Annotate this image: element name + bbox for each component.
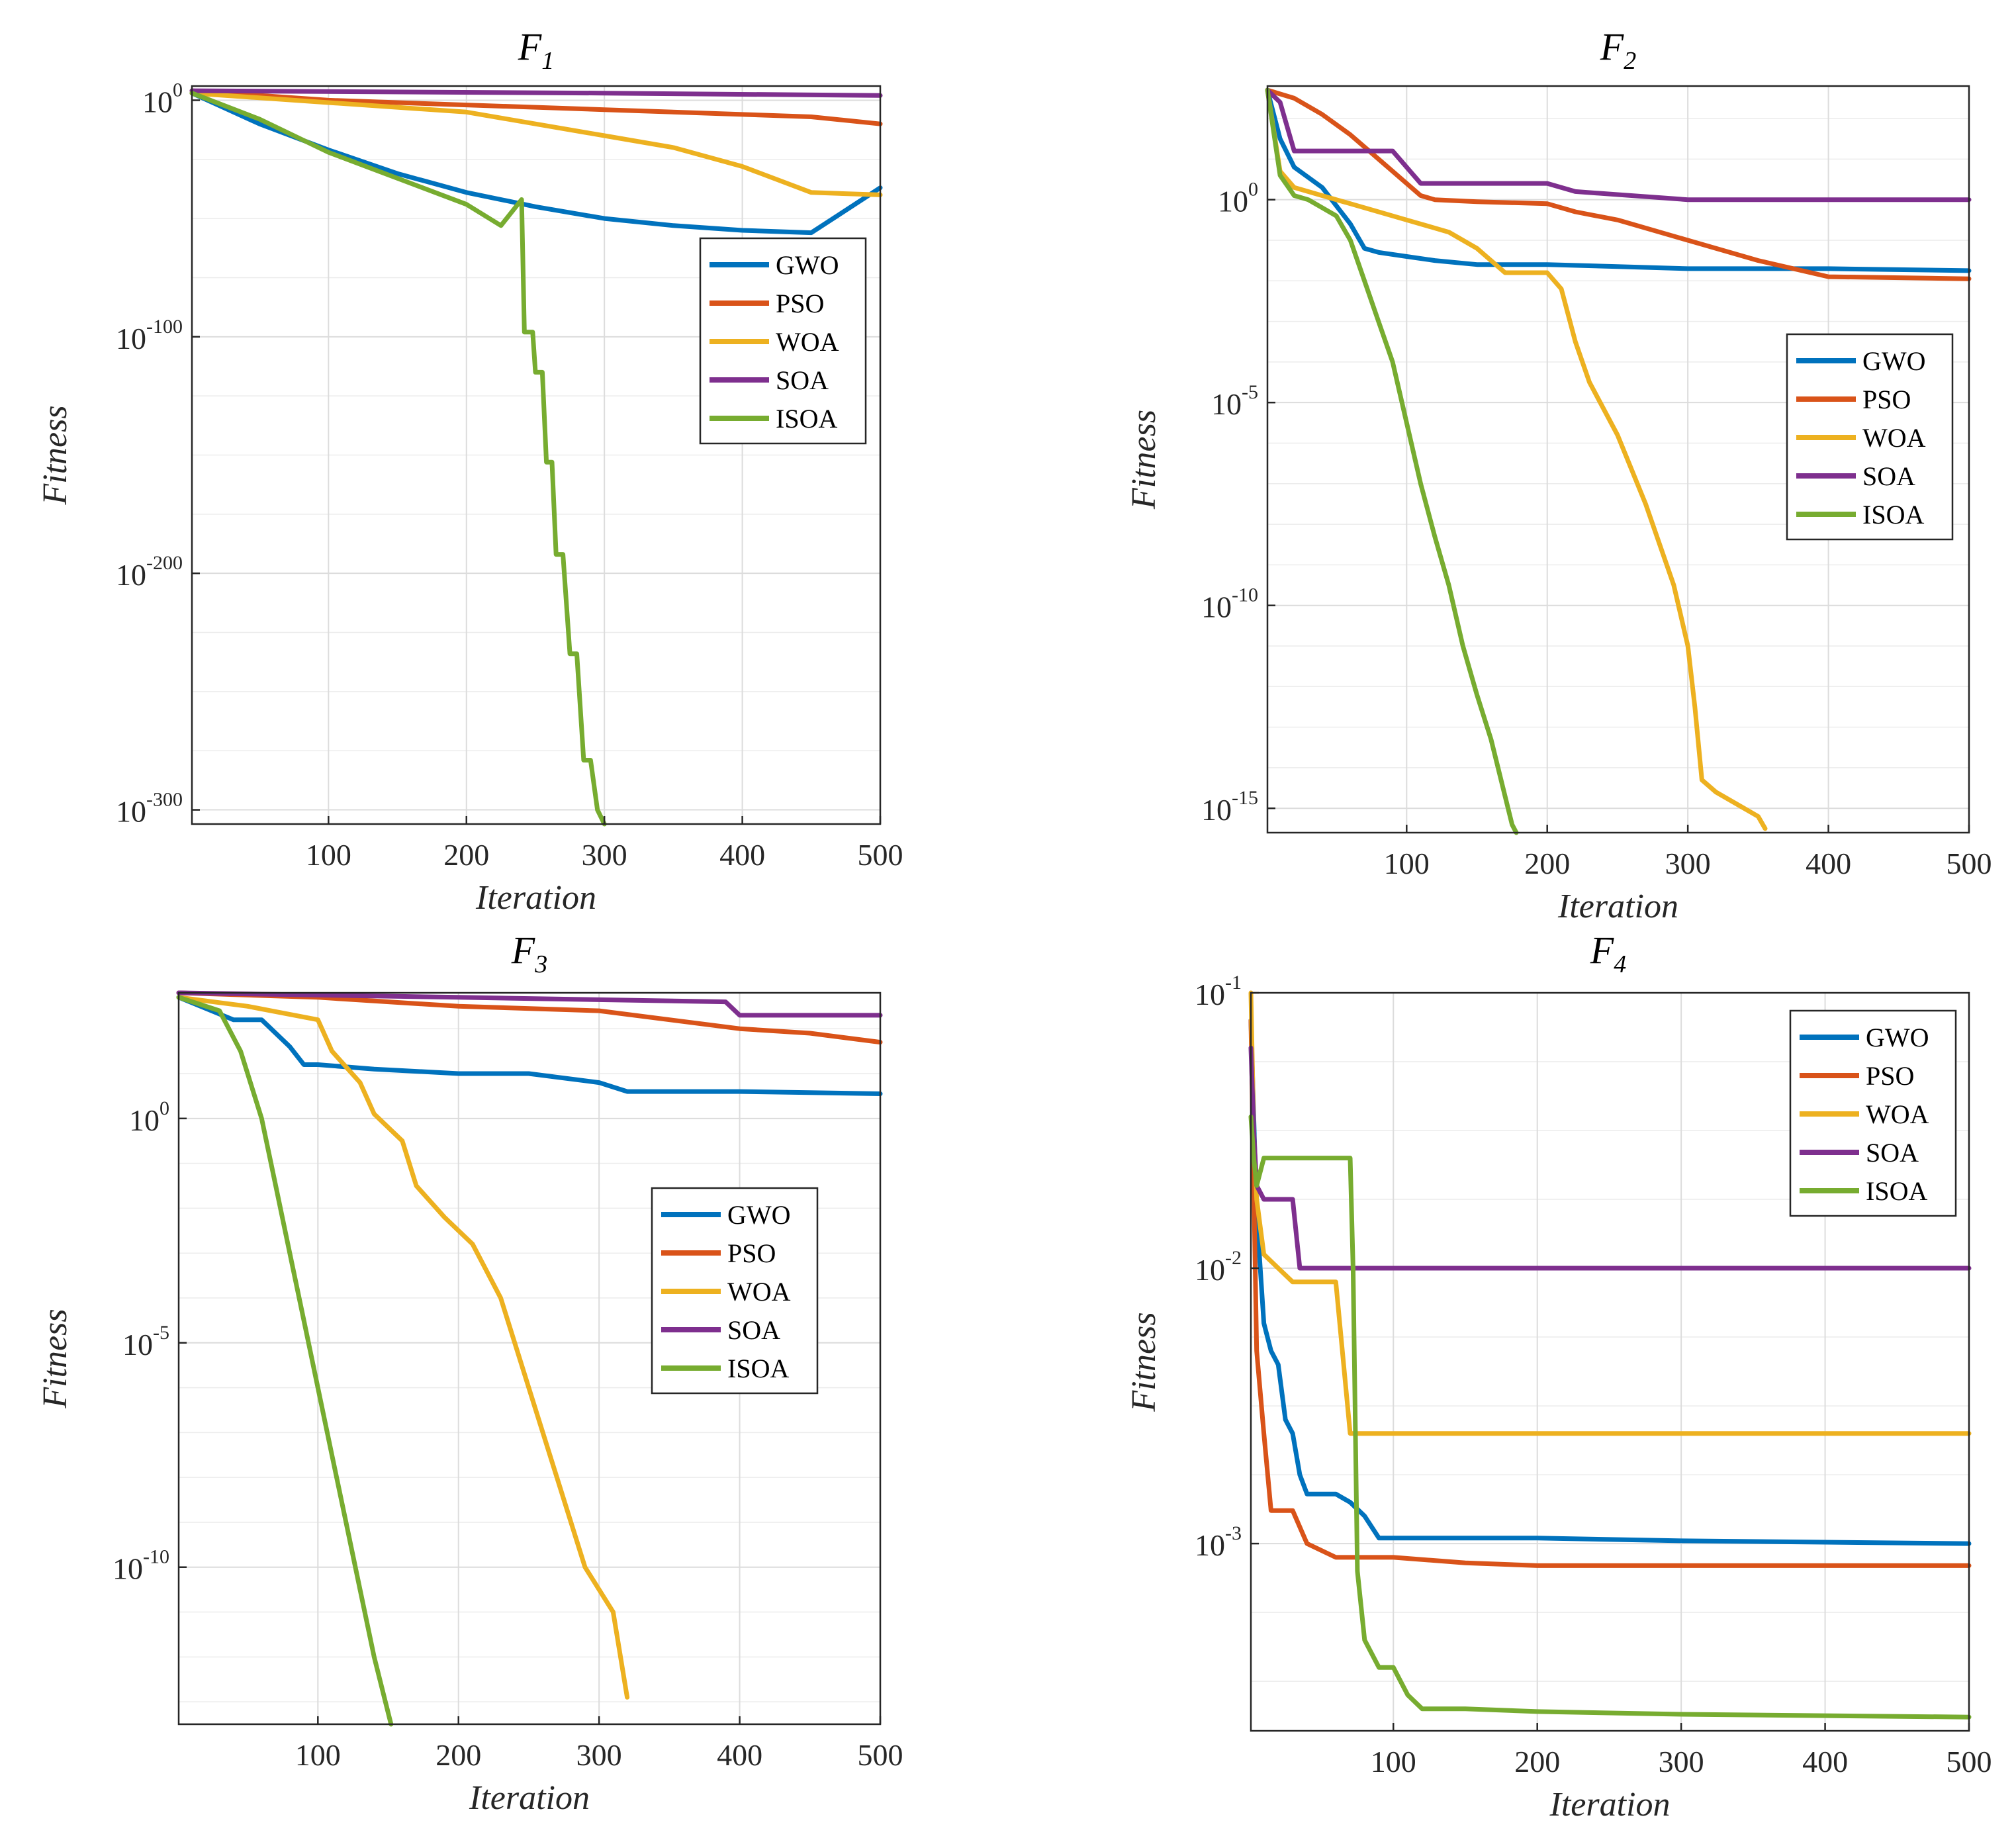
y-tick-label: 10-5 [1211, 381, 1258, 421]
legend-label-soa: SOA [1862, 461, 1915, 491]
x-tick-label: 400 [717, 1738, 762, 1772]
x-tick-label: 400 [1802, 1745, 1848, 1778]
y-axis-label: Fitness [1125, 410, 1163, 510]
x-tick-label: 100 [295, 1738, 341, 1772]
series-line-woa [1265, 87, 1768, 831]
legend-label-isoa: ISOA [727, 1354, 789, 1383]
y-axis-label: Fitness [36, 405, 74, 505]
legend-label-gwo: GWO [1862, 346, 1926, 376]
x-axis-label: Iteration [475, 879, 596, 917]
x-tick-label: 400 [719, 838, 765, 872]
legend-label-pso: PSO [1866, 1061, 1914, 1091]
legend: GWO PSO WOA SOA ISOA [699, 237, 867, 445]
plot-frame [177, 992, 882, 1726]
x-tick-label: 200 [1524, 847, 1570, 880]
series-line-isoa [176, 995, 394, 1727]
y-tick-label: 100 [1218, 179, 1258, 218]
series-line-gwo [176, 995, 883, 1096]
y-axis-label: Fitness [1125, 1312, 1163, 1412]
x-tick-label: 100 [1384, 847, 1430, 880]
x-axis-label: Iteration [1549, 1786, 1671, 1823]
series-line-pso [1265, 87, 1972, 281]
y-tick-label: 10-2 [1195, 1247, 1242, 1287]
y-tick-label: 10-200 [116, 552, 183, 592]
x-tick-label: 200 [443, 838, 489, 872]
legend-label-gwo: GWO [1866, 1023, 1929, 1052]
x-tick-label: 500 [858, 838, 903, 872]
legend-label-pso: PSO [1862, 385, 1911, 414]
legend-label-pso: PSO [776, 289, 824, 318]
x-tick-label: 300 [1665, 847, 1711, 880]
x-tick-label: 500 [1947, 1745, 1992, 1778]
series-line-woa [176, 995, 630, 1700]
series-line-soa [1265, 87, 1972, 203]
x-tick-label: 100 [306, 838, 351, 872]
x-tick-label: 100 [1371, 1745, 1416, 1778]
y-tick-label: 10-300 [116, 789, 183, 829]
x-axis-label: Iteration [469, 1779, 590, 1817]
plot-frame [1250, 992, 1970, 1732]
chart-panel-2: 100 200 300 400 500 100 10-5 10-10 10-15 Iteratio… [1125, 25, 1992, 925]
panel-title: F4 [1590, 929, 1626, 978]
chart-panel-3: 100 200 300 400 500 100 10-5 10-10 Iteration Fitn… [36, 929, 903, 1817]
legend-label-soa: SOA [776, 365, 829, 395]
legend-label-gwo: GWO [776, 250, 839, 280]
legend-label-isoa: ISOA [1866, 1176, 1927, 1206]
y-tick-label: 100 [142, 79, 183, 118]
legend-label-isoa: ISOA [1862, 500, 1924, 530]
legend-box [699, 237, 867, 445]
y-axis-label: Fitness [36, 1309, 74, 1408]
series-line-woa [189, 91, 883, 197]
series-line-isoa [189, 91, 607, 827]
x-tick-label: 200 [1514, 1745, 1560, 1778]
y-tick-label: 10-100 [116, 316, 183, 355]
plot-frame [1266, 85, 1970, 834]
legend-label-soa: SOA [1866, 1138, 1919, 1168]
x-tick-label: 300 [582, 838, 627, 872]
legend-label-woa: WOA [776, 327, 839, 357]
x-tick-label: 200 [435, 1738, 481, 1772]
x-axis-label: Iteration [1557, 888, 1678, 925]
legend: GWO PSO WOA SOA ISOA [651, 1187, 819, 1395]
legend: GWO PSO WOA SOA ISOA [1789, 1009, 1957, 1217]
series-line-soa [176, 990, 883, 1018]
x-tick-label: 300 [576, 1738, 622, 1772]
y-tick-label: 10-10 [1201, 584, 1258, 624]
series-line-pso [1248, 1018, 1972, 1568]
series-line-gwo [1248, 1018, 1972, 1546]
legend-label-isoa: ISOA [776, 404, 837, 434]
series-line-isoa [1248, 1114, 1972, 1720]
x-tick-label: 500 [858, 1738, 903, 1772]
x-tick-label: 400 [1806, 847, 1851, 880]
panel-title: F3 [511, 929, 547, 978]
legend-label-woa: WOA [1862, 423, 1926, 453]
panel-title: F1 [518, 25, 554, 75]
chart-panel-1: 100 200 300 400 500 100 10-100 10-200 10-300 Iter… [36, 25, 903, 917]
y-tick-label: 10-15 [1201, 787, 1258, 827]
y-tick-label: 10-1 [1195, 972, 1242, 1011]
legend-label-woa: WOA [1866, 1099, 1929, 1129]
panel-title: F2 [1600, 25, 1636, 75]
series-line-isoa [1265, 87, 1519, 835]
y-tick-label: 10-3 [1195, 1522, 1242, 1562]
plot-frame [191, 85, 882, 825]
y-tick-label: 10-10 [113, 1546, 169, 1586]
legend: GWO PSO WOA SOA ISOA [1786, 333, 1954, 541]
series-line-soa [189, 88, 883, 98]
legend-label-soa: SOA [727, 1315, 780, 1345]
series-line-gwo [1265, 87, 1972, 273]
legend-label-gwo: GWO [727, 1200, 791, 1230]
legend-label-woa: WOA [727, 1277, 791, 1307]
chart-panel-4: 100 200 300 400 500 10-1 10-2 10-3 Iteration Fitn… [1125, 929, 1992, 1823]
y-tick-label: 100 [129, 1097, 169, 1137]
legend-label-pso: PSO [727, 1238, 776, 1268]
x-tick-label: 500 [1947, 847, 1992, 880]
y-tick-label: 10-5 [122, 1322, 169, 1361]
x-tick-label: 300 [1659, 1745, 1704, 1778]
series-line-pso [189, 88, 883, 126]
